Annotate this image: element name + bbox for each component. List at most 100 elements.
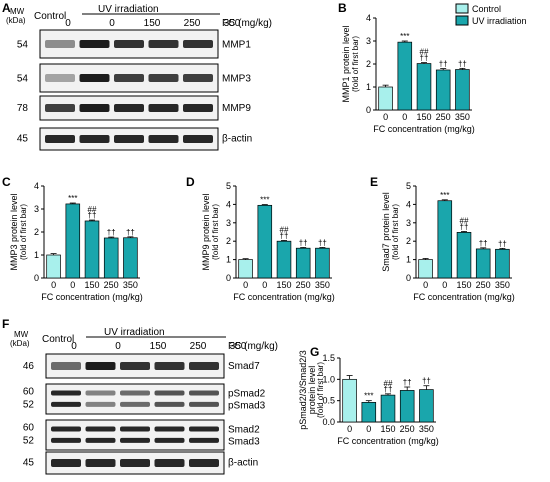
significance-label: *** xyxy=(440,191,449,200)
blot-band xyxy=(148,40,179,48)
bar xyxy=(46,254,61,279)
significance-label: †† xyxy=(498,239,507,248)
y-tick-label: 1 xyxy=(226,255,231,265)
protein-label: MMP1 xyxy=(222,39,251,50)
bar xyxy=(342,378,357,423)
blot-band xyxy=(79,135,110,143)
protein-label: pSmad3 xyxy=(228,401,266,412)
y-axis-title: pSmad2/3/Smad2/3 xyxy=(298,350,308,430)
y-tick-label: 5 xyxy=(406,181,411,191)
bar xyxy=(435,69,451,111)
blot-band xyxy=(51,437,81,443)
y-axis-subtitle: (fold of first bar) xyxy=(211,204,220,260)
blot-band xyxy=(85,401,116,407)
y-axis-subtitle: (fold of first bar) xyxy=(316,362,325,418)
blot-band xyxy=(45,74,75,82)
lane-label: 350 xyxy=(224,18,241,29)
y-axis-title: MMP3 protein level xyxy=(9,193,19,270)
blot-band xyxy=(189,390,219,396)
mw-value: 54 xyxy=(17,73,29,84)
x-tick-label: 250 xyxy=(104,280,119,290)
y-axis-title: protein level xyxy=(307,366,317,415)
y-tick-label: 0 xyxy=(226,273,231,283)
x-tick-label: 150 xyxy=(276,280,291,290)
blot-band xyxy=(120,426,150,432)
y-tick-label: 2 xyxy=(34,227,39,237)
bar xyxy=(380,394,396,423)
x-tick-label: 150 xyxy=(456,280,471,290)
significance-label: †† xyxy=(280,231,289,240)
control-header: Control xyxy=(42,334,74,345)
bar xyxy=(455,69,470,111)
x-tick-label: 150 xyxy=(380,424,395,434)
legend-label-uv: UV irradiation xyxy=(472,16,527,26)
blot-band xyxy=(183,104,213,112)
y-tick-label: 1.5 xyxy=(322,353,335,363)
x-tick-label: 0 xyxy=(402,112,407,122)
significance-label: ## xyxy=(420,48,429,57)
bar xyxy=(399,390,415,423)
significance-label: ## xyxy=(460,216,469,225)
western-blot-f: MW (kDa) Control UV irradiation FC (mg/k… xyxy=(10,327,278,475)
x-tick-label: 250 xyxy=(296,280,311,290)
bar xyxy=(295,247,311,279)
blot-band xyxy=(148,74,179,82)
x-axis-title: FC concentration (mg/kg) xyxy=(373,124,475,134)
blot-box xyxy=(45,383,225,415)
x-tick-label: 0 xyxy=(442,280,447,290)
blot-band xyxy=(120,390,150,396)
blot-band xyxy=(85,459,116,467)
lane-label: 250 xyxy=(190,341,207,352)
blot-band xyxy=(120,401,150,407)
protein-label: MMP9 xyxy=(222,103,251,114)
x-tick-label: 0 xyxy=(366,424,371,434)
y-tick-label: 3 xyxy=(34,204,39,214)
significance-label: †† xyxy=(107,228,116,237)
protein-label: MMP3 xyxy=(222,73,251,84)
panel-label-d: D xyxy=(186,175,195,189)
significance-label: ## xyxy=(384,379,393,388)
significance-label: †† xyxy=(403,378,412,387)
x-axis-title: FC concentration (mg/kg) xyxy=(413,292,515,302)
y-tick-label: 0 xyxy=(366,105,371,115)
lane-label: 150 xyxy=(144,18,161,29)
y-tick-label: 4 xyxy=(406,199,411,209)
blot-band xyxy=(154,401,185,407)
uv-header: UV irradiation xyxy=(104,327,165,338)
y-tick-label: 2 xyxy=(226,236,231,246)
bar xyxy=(456,232,472,279)
uv-header: UV irradiation xyxy=(98,4,159,15)
bar xyxy=(418,259,433,279)
y-tick-label: 0 xyxy=(406,273,411,283)
protein-label: Smad2 xyxy=(228,425,260,436)
y-tick-label: 0.5 xyxy=(322,396,335,406)
legend-swatch-uv xyxy=(455,15,469,26)
y-tick-label: 1.0 xyxy=(322,374,335,384)
blot-band xyxy=(154,362,185,370)
x-tick-label: 350 xyxy=(455,112,470,122)
bar xyxy=(437,200,453,279)
mw-value: 78 xyxy=(17,103,29,114)
x-tick-label: 0 xyxy=(423,280,428,290)
x-axis-title: FC concentration (mg/kg) xyxy=(337,436,439,446)
blot-band xyxy=(114,40,144,48)
mw-value: 52 xyxy=(23,399,35,410)
mw-value: 46 xyxy=(23,361,35,372)
blot-band xyxy=(183,74,213,82)
bar xyxy=(257,204,273,279)
x-axis-title: FC concentration (mg/kg) xyxy=(233,292,335,302)
y-tick-label: 0 xyxy=(34,273,39,283)
blot-band xyxy=(189,362,219,370)
blot-band xyxy=(114,135,144,143)
fc-header: FC (mg/kg) xyxy=(228,341,278,352)
blot-band xyxy=(120,362,150,370)
x-tick-label: 150 xyxy=(84,280,99,290)
blot-band xyxy=(148,104,179,112)
blot-band xyxy=(148,135,179,143)
blot-band xyxy=(45,40,75,48)
y-tick-label: 1 xyxy=(406,255,411,265)
x-tick-label: 250 xyxy=(476,280,491,290)
legend: Control UV irradiation xyxy=(455,3,527,26)
panel-label-c: C xyxy=(2,175,11,189)
